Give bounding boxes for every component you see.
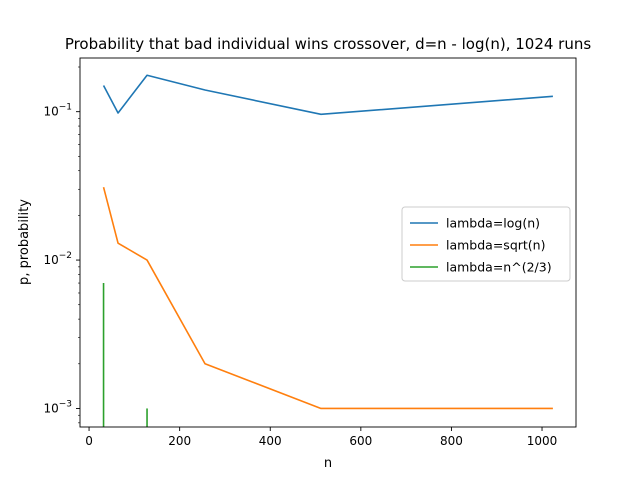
axes-layer: 0 200 400 600 800 1000 10−3 10−2 10−1 <box>43 57 577 448</box>
x-tick-label: 200 <box>168 434 191 448</box>
series-2 <box>102 186 553 410</box>
y-tick-label: 10−3 <box>43 399 72 415</box>
x-tick-label: 400 <box>259 434 282 448</box>
axes-frame <box>79 57 577 428</box>
y-tick-label: 10−1 <box>43 103 72 119</box>
y-axis-label: p, probability <box>17 199 32 285</box>
chart-title: Probability that bad individual wins cro… <box>65 35 592 53</box>
legend-entry-label: lambda=log(n) <box>446 216 540 231</box>
legend: lambda=log(n) lambda=sqrt(n) lambda=n^(2/3… <box>401 206 571 282</box>
series-line <box>102 186 553 410</box>
x-tick-label: 0 <box>85 434 93 448</box>
series-3 <box>102 283 148 427</box>
series-1 <box>102 74 553 116</box>
series-line <box>102 74 553 116</box>
x-axis-label: n <box>324 456 332 471</box>
legend-box <box>401 206 571 282</box>
x-tick-label: 800 <box>440 434 463 448</box>
plot-layer <box>102 74 553 427</box>
x-tick-label: 1000 <box>527 434 558 448</box>
x-tick-label: 600 <box>349 434 372 448</box>
y-tick-label: 10−2 <box>43 251 72 267</box>
legend-entry-label: lambda=sqrt(n) <box>446 238 545 253</box>
legend-entry-label: lambda=n^(2/3) <box>446 260 552 275</box>
